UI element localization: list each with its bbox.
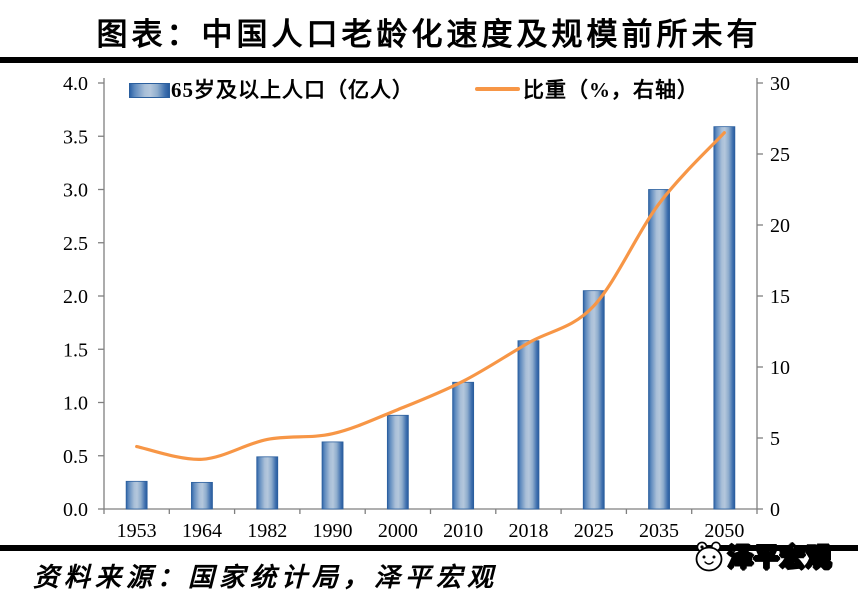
right-axis-tick-label: 10	[770, 357, 790, 379]
left-axis-tick-label: 0.5	[63, 446, 88, 468]
bar-2018	[517, 340, 540, 510]
trend-line	[135, 131, 726, 461]
bar-1990	[321, 441, 344, 510]
chart-title: 图表：中国人口老龄化速度及规模前所未有	[96, 17, 762, 52]
bar-2000	[386, 414, 409, 510]
right-axis-tick-label: 25	[770, 144, 790, 166]
x-axis-category-label: 2035	[639, 520, 679, 542]
left-axis-tick-label: 3.5	[63, 126, 88, 148]
right-axis-tick-label: 15	[770, 286, 790, 308]
right-axis-tick-label: 0	[770, 499, 780, 521]
x-axis-category-label: 1982	[247, 520, 287, 542]
left-axis-tick-label: 2.5	[63, 233, 88, 255]
x-axis-category-label: 1990	[313, 520, 353, 542]
x-axis-category-label: 1964	[182, 520, 222, 542]
x-axis-category-label: 2010	[443, 520, 483, 542]
mascot-face-icon	[695, 541, 723, 571]
bar-1964	[191, 481, 213, 510]
x-axis-category-label: 2025	[574, 520, 614, 542]
legend-bar-swatch	[129, 83, 170, 98]
right-axis-tick-label: 5	[770, 428, 780, 450]
x-axis-category-label: 2050	[704, 520, 744, 542]
left-axis-tick-label: 3.0	[63, 180, 88, 202]
legend-bar-label: 65岁及以上人口（亿人）	[171, 78, 414, 102]
source-note: 资料来源：国家统计局，泽平宏观	[33, 563, 499, 592]
bar-1982	[256, 456, 279, 510]
left-axis-tick-label: 0.0	[63, 499, 88, 521]
x-axis-category-label: 2018	[508, 520, 548, 542]
left-axis-tick-label: 1.5	[63, 339, 88, 361]
footer-divider-rule	[0, 545, 858, 551]
right-axis-tick-label: 20	[770, 215, 790, 237]
watermark: 泽平宏观	[692, 538, 832, 574]
title-divider-rule	[0, 57, 858, 63]
bar-2010	[452, 381, 475, 510]
left-axis-tick-label: 1.0	[63, 393, 88, 415]
x-axis-category-label: 1953	[117, 520, 157, 542]
left-axis-tick-label: 2.0	[63, 286, 88, 308]
bar-2025	[582, 290, 605, 510]
left-axis-tick-label: 4.0	[63, 73, 88, 95]
bar-1953	[125, 480, 148, 510]
legend-line-swatch	[475, 87, 520, 91]
right-axis-tick-label: 30	[770, 73, 790, 95]
bar-2035	[648, 189, 670, 510]
bar-2050	[713, 126, 736, 510]
x-axis-category-label: 2000	[378, 520, 418, 542]
watermark-text: 泽平宏观	[727, 544, 833, 572]
legend-line-label: 比重（%，右轴）	[523, 78, 699, 102]
